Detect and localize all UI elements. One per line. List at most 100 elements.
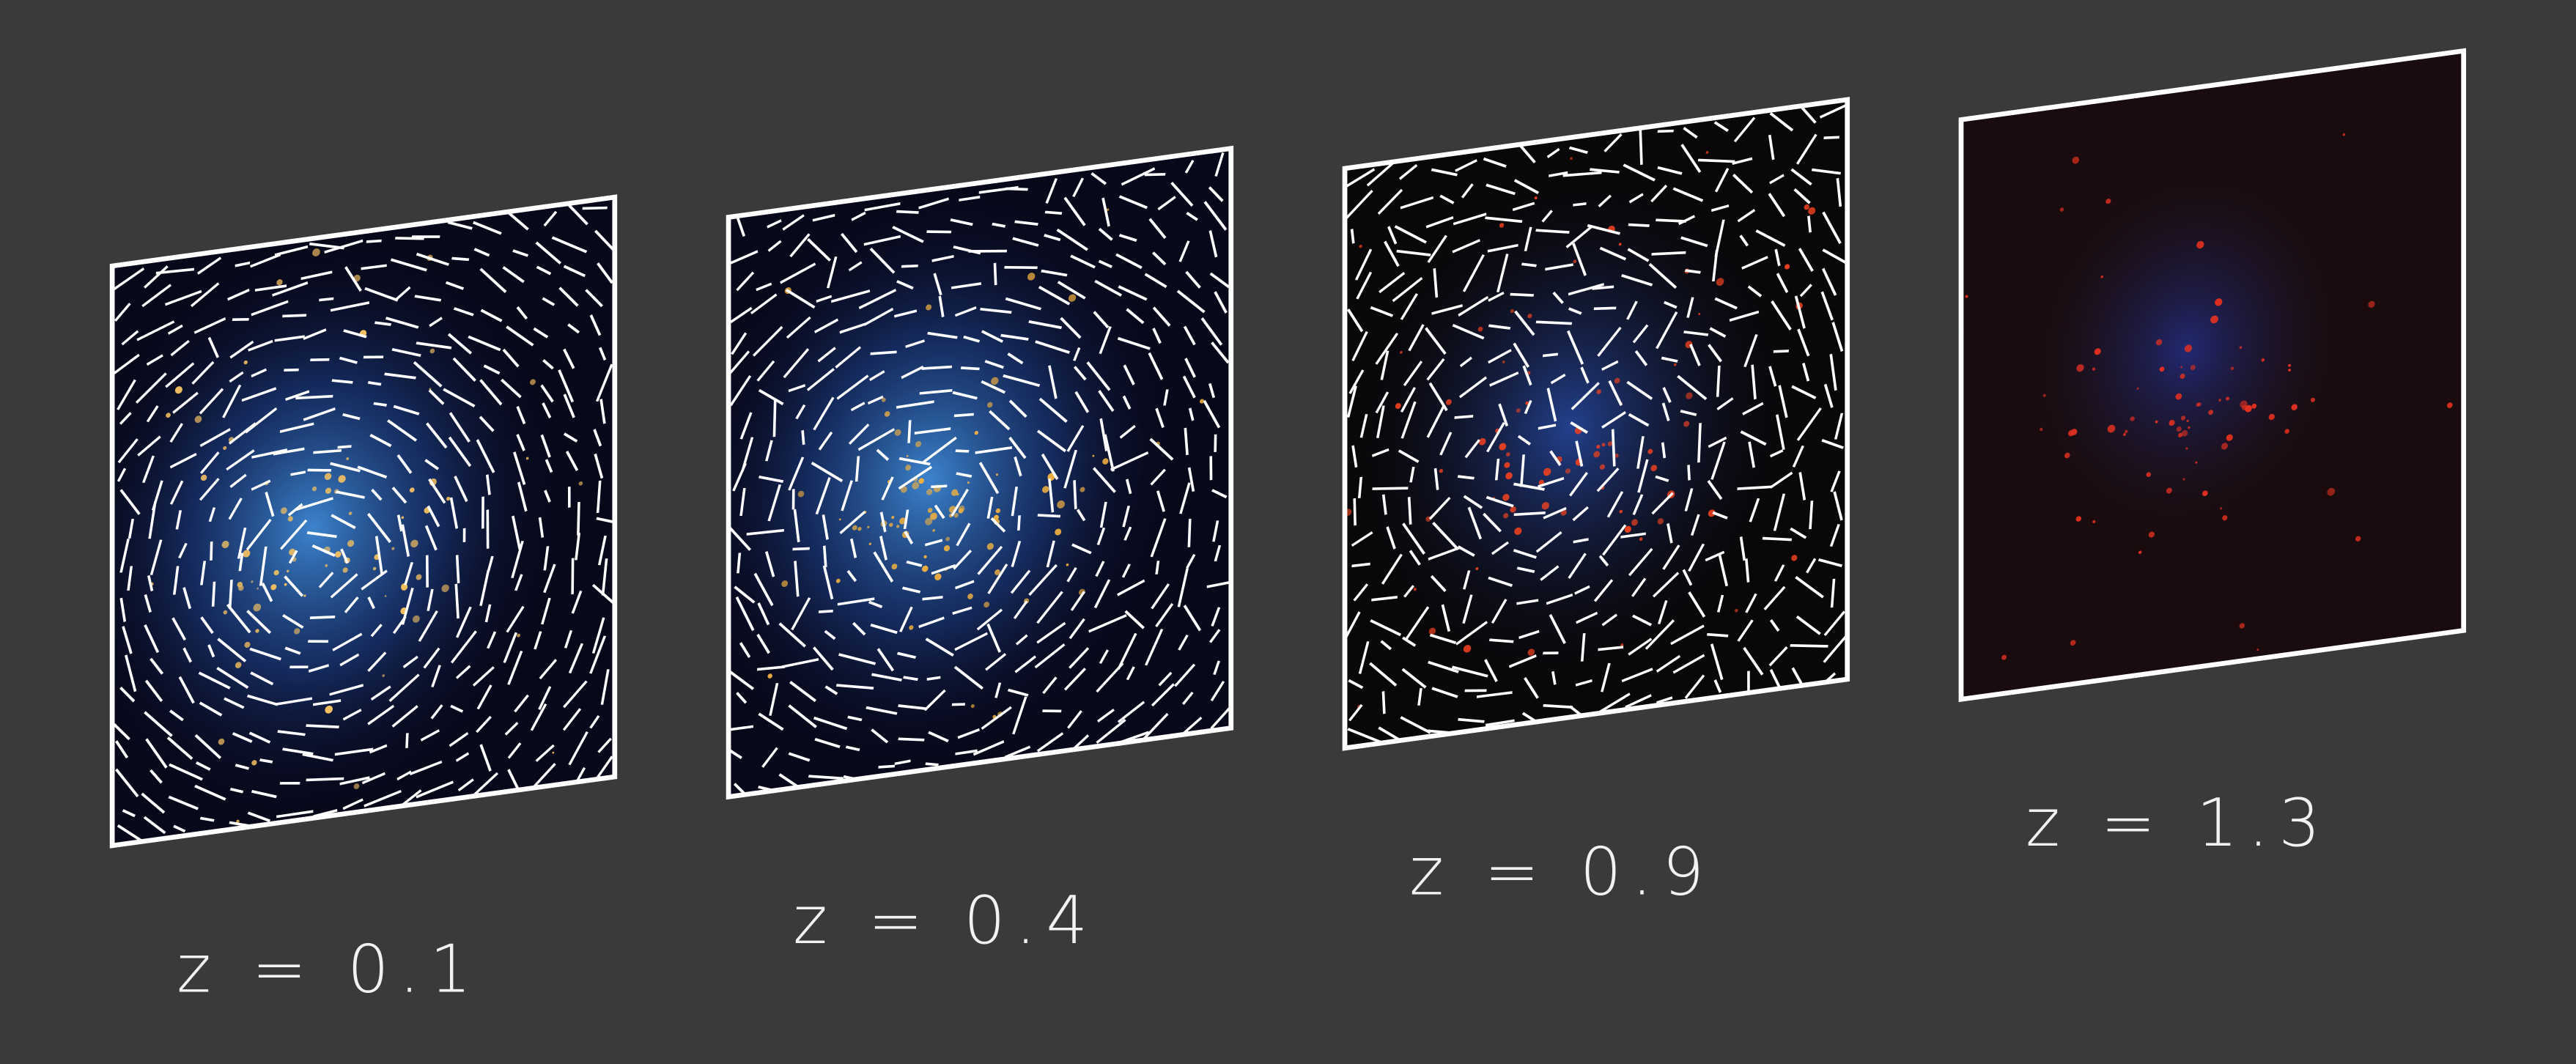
galaxy [325, 487, 332, 494]
shear-stick [871, 728, 889, 744]
shear-stick [241, 387, 277, 402]
galaxy [2100, 275, 2104, 278]
shear-stick [247, 811, 271, 823]
shear-stick [1823, 610, 1846, 637]
shear-stick [367, 651, 387, 672]
shear-stick [1461, 183, 1474, 199]
shear-stick [250, 253, 281, 268]
galaxy [797, 490, 805, 498]
shear-stick [483, 364, 501, 375]
shear-stick [418, 610, 438, 642]
shear-stick [1829, 353, 1837, 391]
shear-stick [1184, 358, 1196, 378]
shear-stick [330, 301, 369, 312]
shear-stick [1185, 270, 1201, 289]
shear-stick [1346, 309, 1364, 333]
galaxy [2148, 531, 2155, 538]
shear-stick [1117, 632, 1137, 670]
shear-stick [413, 361, 443, 388]
galaxy [2310, 397, 2316, 402]
shear-stick [1123, 364, 1135, 385]
shear-stick [812, 646, 834, 671]
galaxy [1066, 563, 1069, 566]
shear-stick [1409, 550, 1421, 566]
shear-stick [330, 573, 358, 599]
shear-stick [1004, 745, 1031, 758]
shear-stick [1770, 449, 1784, 458]
shear-stick [1099, 326, 1112, 355]
galaxy [1428, 627, 1436, 635]
shear-stick [1697, 423, 1702, 463]
galaxy [1573, 259, 1577, 264]
shear-stick [765, 440, 773, 462]
galaxy [1683, 421, 1690, 427]
shear-stick [472, 221, 502, 235]
shear-stick [172, 391, 199, 414]
shear-stick [344, 266, 362, 292]
galaxy [530, 379, 536, 385]
shear-stick [1569, 472, 1588, 497]
shear-stick [384, 372, 416, 380]
galaxy [429, 348, 435, 354]
galaxy [1716, 278, 1724, 287]
galaxy [800, 814, 805, 821]
shear-stick [533, 327, 549, 339]
galaxy [1328, 402, 1330, 404]
shear-stick [1182, 375, 1196, 399]
shear-stick [517, 481, 528, 512]
galaxy [276, 279, 283, 286]
shear-stick [195, 761, 211, 771]
shear-stick [1095, 561, 1105, 577]
shear-stick [898, 737, 925, 742]
galaxy [923, 555, 927, 558]
galaxy [1499, 740, 1507, 748]
shear-stick [757, 602, 770, 626]
shear-stick [1705, 550, 1725, 562]
shear-stick [539, 659, 558, 680]
galaxy [1955, 637, 1957, 640]
shear-stick [543, 210, 558, 227]
shear-stick [591, 617, 605, 654]
shear-stick [1657, 129, 1674, 133]
shear-stick [210, 541, 213, 561]
shear-stick [476, 439, 495, 473]
shear-stick [1714, 297, 1738, 310]
shear-stick [980, 307, 1012, 314]
shear-stick [1345, 189, 1373, 222]
galaxy [2215, 298, 2223, 306]
shear-stick [993, 262, 997, 286]
galaxy [867, 525, 870, 528]
shear-stick [848, 261, 863, 272]
shear-stick [1402, 522, 1425, 555]
shear-stick [1357, 476, 1363, 498]
shear-stick [1459, 356, 1472, 368]
shear-stick [1521, 712, 1536, 723]
shear-stick [1099, 418, 1108, 452]
shear-stick [390, 258, 427, 272]
shear-stick [1208, 186, 1224, 202]
shear-stick [1543, 506, 1567, 520]
galaxy [1808, 207, 1816, 215]
galaxy [1510, 506, 1516, 513]
galaxy [382, 674, 385, 677]
shear-stick [894, 309, 918, 318]
shear-stick [480, 309, 503, 322]
shear-stick [545, 459, 553, 473]
galaxy [926, 489, 933, 495]
panel-frame [1958, 48, 2467, 703]
galaxy [2184, 344, 2193, 352]
shear-stick [1513, 511, 1546, 517]
shear-stick [761, 747, 778, 768]
shear-stick [245, 407, 278, 434]
galaxy [2218, 399, 2221, 402]
shear-stick [396, 454, 413, 474]
shear-stick [1155, 602, 1174, 628]
shear-stick [450, 630, 477, 664]
shear-stick [753, 572, 774, 607]
shear-stick [1597, 326, 1622, 357]
shear-stick [1596, 468, 1620, 492]
shear-stick [1072, 177, 1085, 198]
shear-stick [1458, 295, 1489, 317]
shear-stick [1741, 256, 1768, 270]
shear-stick [841, 480, 853, 511]
